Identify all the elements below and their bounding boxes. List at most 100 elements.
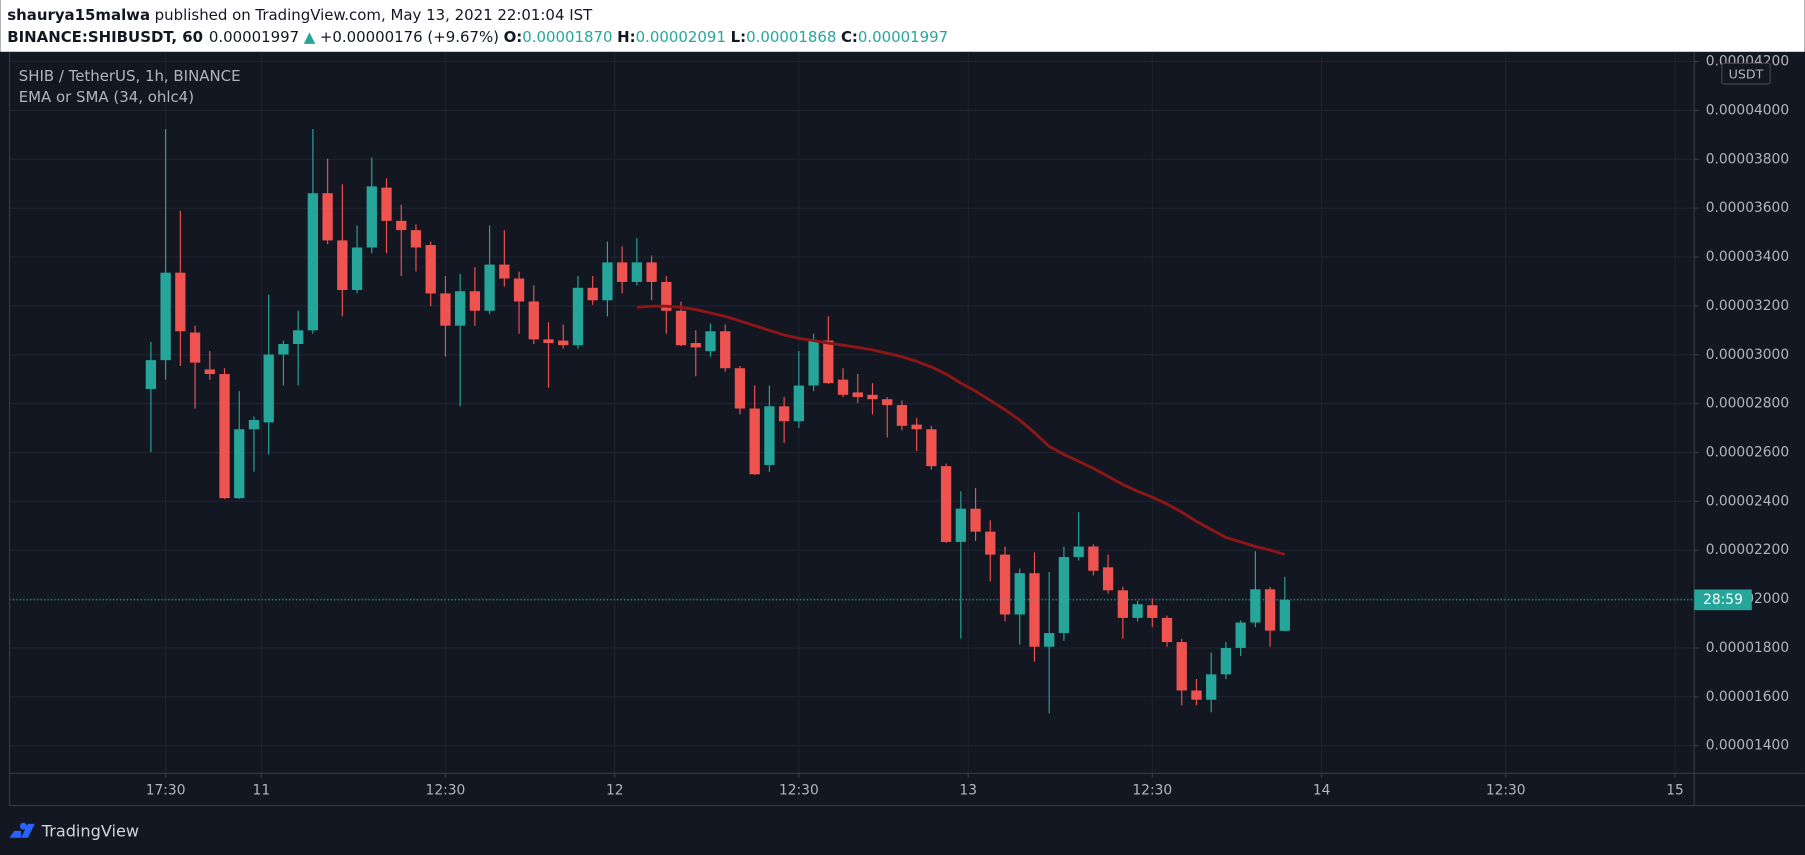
header-line: shaurya15malwa published on TradingView.c… <box>7 6 593 24</box>
candle-body <box>1132 604 1143 618</box>
candle-body <box>219 374 230 499</box>
candle-body <box>734 368 746 409</box>
y-tick-label: 0.00002400 <box>1706 493 1789 509</box>
candle-body <box>381 187 392 221</box>
candle-body <box>793 385 805 422</box>
candle-body <box>1250 589 1261 623</box>
brand-logo <box>19 822 27 830</box>
candle-body <box>646 262 657 282</box>
candle-body <box>970 508 981 532</box>
candle-body <box>440 293 451 326</box>
countdown: 28:59 <box>1703 592 1743 608</box>
candle-body <box>823 340 834 384</box>
candle-body <box>499 264 510 279</box>
x-tick-label: 12 <box>606 783 624 799</box>
y-tick-label: 0.00003800 <box>1706 151 1789 167</box>
candle-body <box>1279 599 1290 631</box>
candle-body <box>396 220 407 231</box>
candle-body <box>543 339 554 344</box>
axes: 0.000014000.000016000.000018000.00002000… <box>146 54 1789 799</box>
ohlc-label: H: <box>617 28 635 46</box>
ohlc-value: 0.00002091 <box>636 28 726 46</box>
candle-body <box>587 287 598 301</box>
ohlc-value: 0.00001870 <box>522 28 612 46</box>
candle-body <box>675 310 687 346</box>
grid <box>9 51 1695 774</box>
legend-indicator: EMA or SMA (34, ohlc4) <box>19 88 194 106</box>
candle-body <box>572 287 584 346</box>
candle-body <box>1264 589 1276 631</box>
y-tick-label: 0.00001800 <box>1706 640 1789 656</box>
candle-body <box>248 419 260 430</box>
candle-body <box>1102 567 1114 591</box>
candle-body <box>616 262 628 282</box>
candle-body <box>293 330 304 345</box>
plot <box>9 128 1695 714</box>
unit-label: USDT <box>1729 66 1764 81</box>
candle-body <box>454 291 466 326</box>
candle-body <box>513 278 525 302</box>
candle-body <box>263 354 274 423</box>
candle-body <box>278 344 289 355</box>
candle-body <box>528 301 539 340</box>
candle-body <box>410 230 422 248</box>
x-tick-label: 12:30 <box>426 783 466 799</box>
candle-body <box>896 405 908 426</box>
y-tick-label: 0.00002800 <box>1706 396 1789 412</box>
candle-body <box>602 262 613 301</box>
y-tick-label: 0.00001400 <box>1706 738 1789 754</box>
candle-body <box>690 343 701 348</box>
y-tick-label: 0.00003600 <box>1706 200 1789 216</box>
candle-body <box>661 281 672 311</box>
candle-body <box>175 272 186 332</box>
y-tick-label: 0.00001600 <box>1706 689 1789 705</box>
candle-body <box>558 340 569 346</box>
candle-body <box>999 554 1011 615</box>
candle-body <box>705 331 716 352</box>
candle-body <box>808 340 819 386</box>
candle-body <box>484 264 495 311</box>
ohlc-label: O: <box>504 28 523 46</box>
candle-body <box>469 291 481 311</box>
candle-body <box>837 379 849 395</box>
x-tick-label: 12:30 <box>779 783 819 799</box>
x-tick-label: 17:30 <box>146 783 186 799</box>
y-tick-label: 0.00004000 <box>1706 102 1789 118</box>
candle-body <box>882 399 893 406</box>
change: +0.00000176 (+9.67%) <box>320 28 499 46</box>
header-bar <box>0 0 1805 52</box>
unit-box <box>1721 62 1771 85</box>
candle-body <box>720 331 731 369</box>
x-tick-label: 14 <box>1313 783 1331 799</box>
candle-body <box>1058 557 1070 634</box>
candle-body <box>1044 633 1055 647</box>
candle-body <box>1161 617 1173 643</box>
candle-body <box>366 186 377 248</box>
candle-body <box>337 240 348 291</box>
candle-body <box>985 531 996 555</box>
candle-body <box>631 262 643 282</box>
candle-body <box>1220 647 1232 675</box>
candle-body <box>1191 690 1202 700</box>
last-price: 0.00001997 <box>209 28 299 46</box>
candle-body <box>307 193 319 331</box>
candle-body <box>189 332 201 363</box>
candle-body <box>1088 546 1099 571</box>
candle-body <box>351 247 363 291</box>
candle-body <box>1073 546 1084 558</box>
x-tick-label: 11 <box>253 783 271 799</box>
y-tick-label: 0.00003000 <box>1706 347 1789 363</box>
candle-body <box>1147 605 1158 618</box>
change-arrow: ▲ <box>304 28 316 46</box>
candle-body <box>778 406 790 422</box>
x-tick-label: 12:30 <box>1486 783 1526 799</box>
candle-body <box>322 193 333 241</box>
x-tick-label: 13 <box>959 783 977 799</box>
symbol: BINANCE:SHIBUSDT, 60 <box>7 28 203 46</box>
price-label-box <box>1694 589 1752 611</box>
candle-body <box>867 394 878 400</box>
candle-body <box>764 406 775 465</box>
brand: TradingView <box>9 821 139 840</box>
